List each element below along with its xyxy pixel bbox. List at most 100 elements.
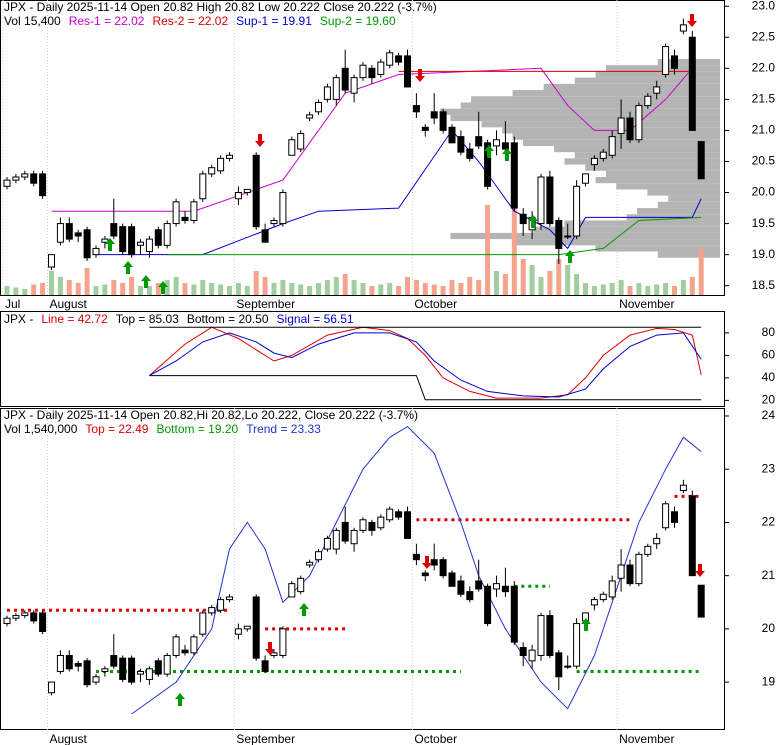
legend-item: Bottom = 19.20	[156, 422, 238, 436]
candle-body	[653, 537, 661, 545]
candle-body	[226, 596, 233, 601]
y-tick-label: 80	[762, 325, 776, 339]
candle-body	[404, 511, 411, 539]
x-tick-label: November	[619, 732, 674, 745]
volume-bar	[529, 265, 535, 295]
x-tick-label: Jul	[5, 297, 20, 311]
legend-item: Line = 42.72	[41, 312, 108, 326]
candle-body	[573, 623, 581, 667]
candle-body	[626, 117, 634, 141]
volume-bar	[422, 283, 428, 295]
signal-arrow	[565, 250, 575, 263]
candle-body	[154, 229, 162, 246]
volume-profile-bar	[450, 114, 720, 122]
volume-bar	[609, 283, 615, 295]
signal-arrow	[528, 215, 538, 228]
candle-body	[590, 157, 598, 166]
candle-body	[564, 665, 572, 668]
volume-profile-bar	[595, 177, 720, 184]
signal-arrow	[255, 134, 265, 147]
candle-body	[234, 628, 242, 635]
volume-bar	[298, 284, 304, 295]
candle-body	[662, 503, 670, 529]
volume-bar	[271, 283, 277, 295]
candle-body	[119, 657, 127, 680]
legend-item: Top = 22.49	[85, 422, 148, 436]
candle-body	[644, 545, 652, 555]
x-tick-label: September	[236, 732, 295, 745]
candle-body	[484, 585, 492, 625]
y-tick-label: 23	[762, 461, 776, 475]
signal-arrow	[415, 69, 425, 82]
candle-body	[519, 213, 527, 225]
volume-bar	[66, 280, 72, 295]
candle-body	[288, 139, 296, 156]
volume-profile-bar	[440, 108, 720, 115]
candle-body	[217, 599, 225, 611]
volume-bar	[369, 286, 375, 295]
candle-body	[172, 201, 180, 225]
volume-bar	[538, 277, 544, 295]
volume-bar	[138, 286, 143, 295]
legend: JPX - Daily 2025-11-14 Open 20.82,Hi 20.…	[4, 408, 418, 422]
candle-body	[279, 192, 287, 225]
candle-body	[359, 64, 367, 79]
signal-arrow	[123, 261, 133, 274]
volume-bar	[689, 277, 695, 295]
legend-item: Bottom = 20.50	[187, 312, 269, 326]
candle-body	[226, 154, 233, 159]
candle-body	[564, 235, 572, 238]
volume-profile-bar	[668, 195, 720, 202]
volume-bar	[227, 286, 232, 295]
candle-body	[208, 167, 216, 175]
candle-body	[537, 615, 545, 656]
x-tick-label: August	[50, 732, 88, 745]
legend: Vol 15,400 Res-1 = 22.02 Res-2 = 22.02 Sup-…	[4, 14, 396, 28]
candle-body	[404, 55, 411, 88]
candle-body	[243, 188, 251, 194]
candle-body	[448, 572, 456, 587]
candle-body	[332, 77, 340, 100]
candle-body	[457, 580, 465, 595]
volume-bar	[324, 280, 330, 295]
candle-body	[128, 226, 136, 256]
volume-bar	[449, 280, 455, 295]
volume-profile-bar	[564, 220, 720, 227]
volume-bar	[387, 283, 393, 295]
y-tick-label: 21.5	[752, 92, 776, 106]
candle-body	[145, 668, 153, 680]
x-tick-label: October	[414, 297, 457, 311]
candle-body	[350, 529, 358, 545]
candle-body	[48, 254, 55, 268]
candle-body	[92, 247, 100, 256]
candle-body	[457, 136, 465, 153]
candle-body	[21, 173, 29, 178]
volume-bar	[316, 283, 321, 295]
candle-body	[190, 201, 198, 221]
volume-profile-bar	[605, 170, 720, 177]
candle-body	[582, 173, 589, 184]
candle-body	[30, 173, 38, 184]
candle-body	[21, 612, 29, 617]
candle-body	[137, 241, 144, 246]
candle-body	[368, 67, 376, 79]
volume-bar	[600, 284, 606, 295]
candle-body	[323, 86, 331, 100]
candle-body	[199, 612, 207, 635]
candle-body	[12, 615, 20, 619]
legend-item: Signal = 56.51	[277, 312, 354, 326]
volume-bar	[654, 284, 660, 295]
candle-body	[671, 511, 678, 523]
legend-item: Sup-1 = 19.91	[236, 14, 312, 28]
y-tick-label: 22.5	[752, 29, 776, 43]
candle-body	[510, 142, 518, 209]
candle-body	[83, 660, 91, 686]
candle-body	[386, 52, 394, 66]
legend: JPX - Line = 42.72 Top = 85.03 Bottom = 20.…	[4, 312, 354, 326]
candle-body	[688, 36, 696, 131]
volume-bar	[155, 283, 161, 295]
candle-body	[671, 55, 678, 69]
y-tick-label: 19.5	[752, 216, 776, 230]
volume-bar	[191, 284, 197, 295]
